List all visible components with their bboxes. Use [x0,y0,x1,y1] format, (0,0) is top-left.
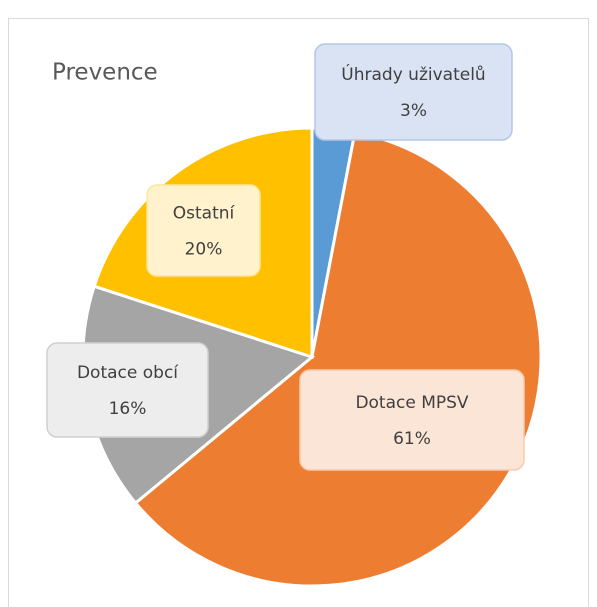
data-label-value: 20% [185,240,223,260]
data-label-name: Úhrady uživatelů [341,63,485,85]
data-label-box [46,342,209,438]
data-label-value: 3% [400,101,427,121]
data-label-box [146,184,261,277]
data-label-name: Dotace MPSV [355,393,468,413]
data-label-name: Ostatní [173,204,236,224]
pie-slice [133,130,543,588]
chart-title: Prevence [52,60,158,86]
data-label-value: 61% [393,429,431,449]
data-label-name: Dotace obcí [77,363,179,383]
data-label-box [314,43,513,141]
data-label-box [299,369,525,471]
data-label-value: 16% [109,399,147,419]
